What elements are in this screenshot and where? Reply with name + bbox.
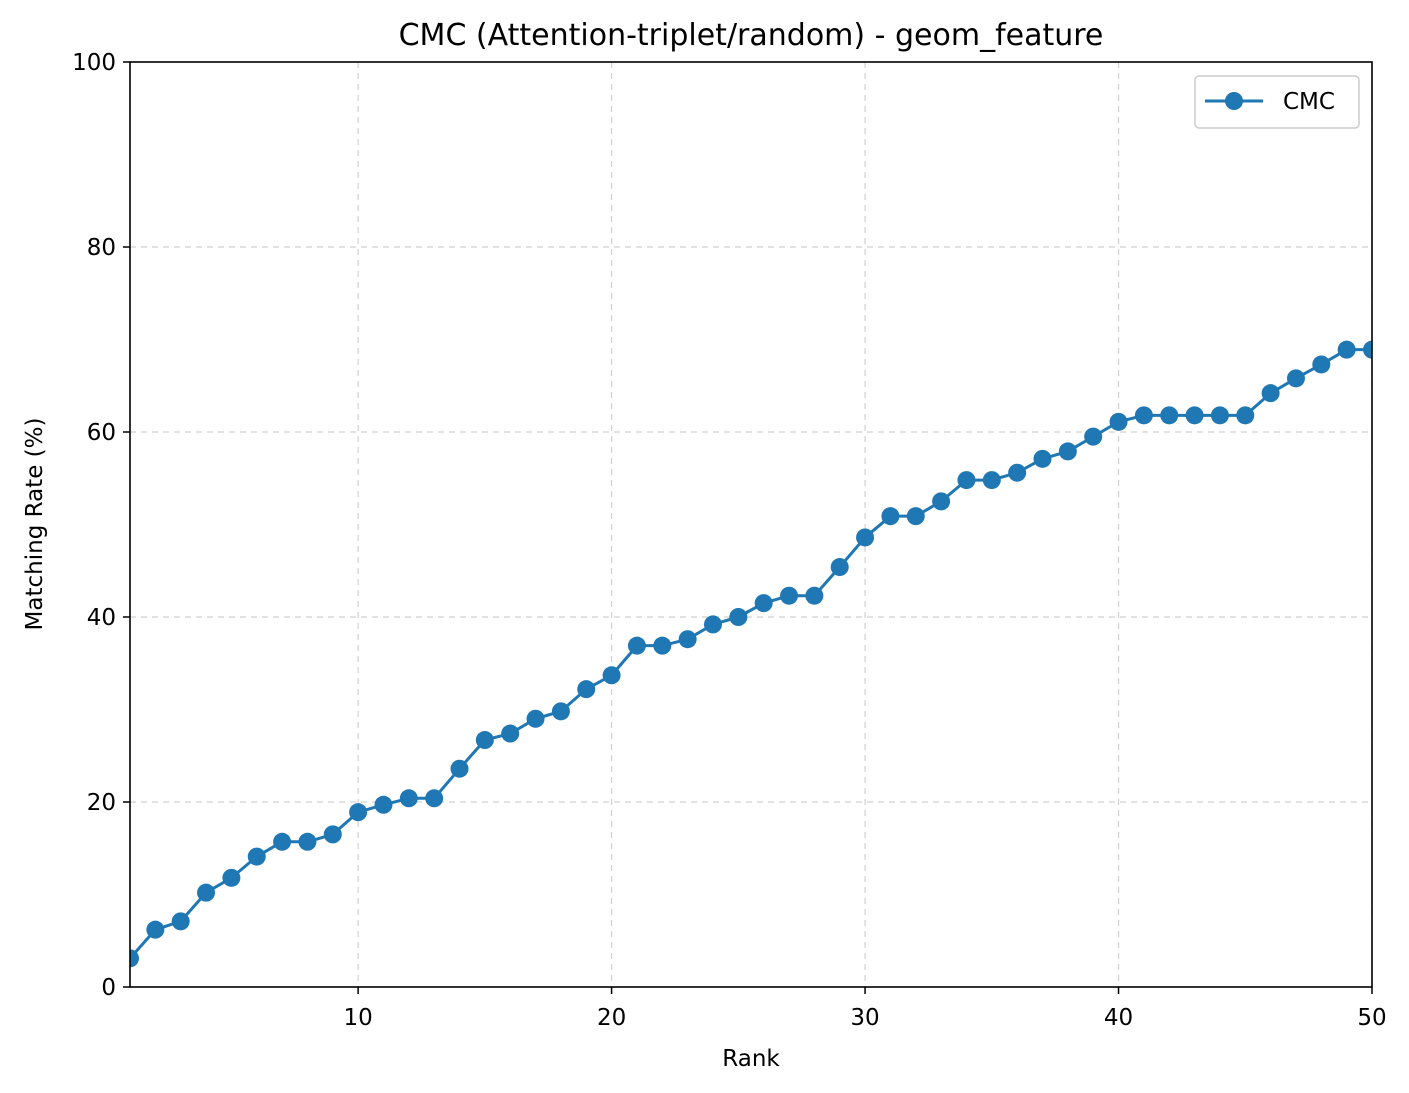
data-point [1261, 384, 1280, 403]
x-tick-label: 50 [1357, 1005, 1386, 1031]
data-point [1210, 406, 1229, 425]
data-point [703, 615, 722, 634]
data-point [222, 868, 241, 887]
data-point [1337, 340, 1356, 359]
data-point [780, 586, 799, 605]
data-point [856, 528, 875, 547]
data-point [729, 608, 748, 626]
data-point [627, 636, 646, 655]
data-point [602, 666, 621, 685]
data-point [1236, 406, 1255, 425]
data-point [501, 724, 520, 743]
plot-series [130, 340, 1372, 968]
y-tick-label: 0 [101, 975, 116, 1001]
data-point [146, 920, 165, 939]
data-point [323, 825, 342, 844]
x-axis-label: Rank [722, 1046, 780, 1072]
data-point [653, 636, 672, 655]
x-tick-label: 10 [343, 1005, 372, 1031]
legend-label: CMC [1283, 89, 1335, 115]
data-point [830, 558, 849, 577]
data-point [1185, 406, 1204, 425]
data-point [130, 949, 139, 968]
data-point [197, 883, 216, 902]
y-tick-label: 60 [87, 420, 116, 446]
legend: CMC [1194, 75, 1360, 129]
data-point [577, 680, 596, 699]
data-point [1134, 406, 1153, 425]
data-point [1008, 463, 1027, 482]
data-point [247, 847, 266, 866]
data-point [754, 594, 773, 613]
data-point [273, 832, 292, 851]
data-point [805, 586, 824, 605]
data-point [475, 731, 494, 750]
data-point [906, 507, 925, 526]
legend-box [1194, 75, 1360, 129]
data-point [1084, 427, 1103, 446]
data-point [881, 507, 900, 526]
data-point [551, 702, 570, 721]
data-point [399, 789, 418, 808]
data-point [349, 803, 368, 822]
axis-ticks: 10 20 30 40 50 0 20 40 60 80 100 [72, 50, 1387, 1031]
y-tick-label: 40 [87, 605, 116, 631]
data-point [932, 492, 951, 511]
plot-frame [129, 61, 1373, 988]
data-point [374, 795, 393, 814]
data-point [450, 759, 469, 778]
data-point [982, 471, 1001, 490]
data-point [1363, 340, 1372, 359]
chart-title: CMC (Attention-triplet/random) - geom_fe… [399, 18, 1104, 53]
data-point [1160, 406, 1179, 425]
data-point [425, 789, 444, 808]
data-point [1312, 355, 1331, 374]
x-tick-label: 30 [850, 1005, 879, 1031]
data-point [1109, 412, 1128, 431]
x-tick-label: 20 [597, 1005, 626, 1031]
series-line [130, 348, 1372, 960]
x-tick-label: 40 [1104, 1005, 1133, 1031]
grid-lines [130, 62, 1373, 987]
data-point [1058, 442, 1077, 461]
data-point [957, 471, 976, 490]
y-tick-label: 20 [87, 790, 116, 816]
legend-dot-marker [1225, 92, 1243, 110]
y-tick-label: 100 [72, 50, 116, 76]
data-point [1286, 369, 1305, 388]
data-point [1033, 449, 1052, 468]
data-point [678, 630, 697, 649]
y-tick-label: 80 [87, 235, 116, 261]
y-axis-label: Matching Rate (%) [22, 418, 48, 631]
data-point [171, 912, 190, 931]
data-point [298, 832, 317, 851]
data-point [526, 709, 545, 728]
